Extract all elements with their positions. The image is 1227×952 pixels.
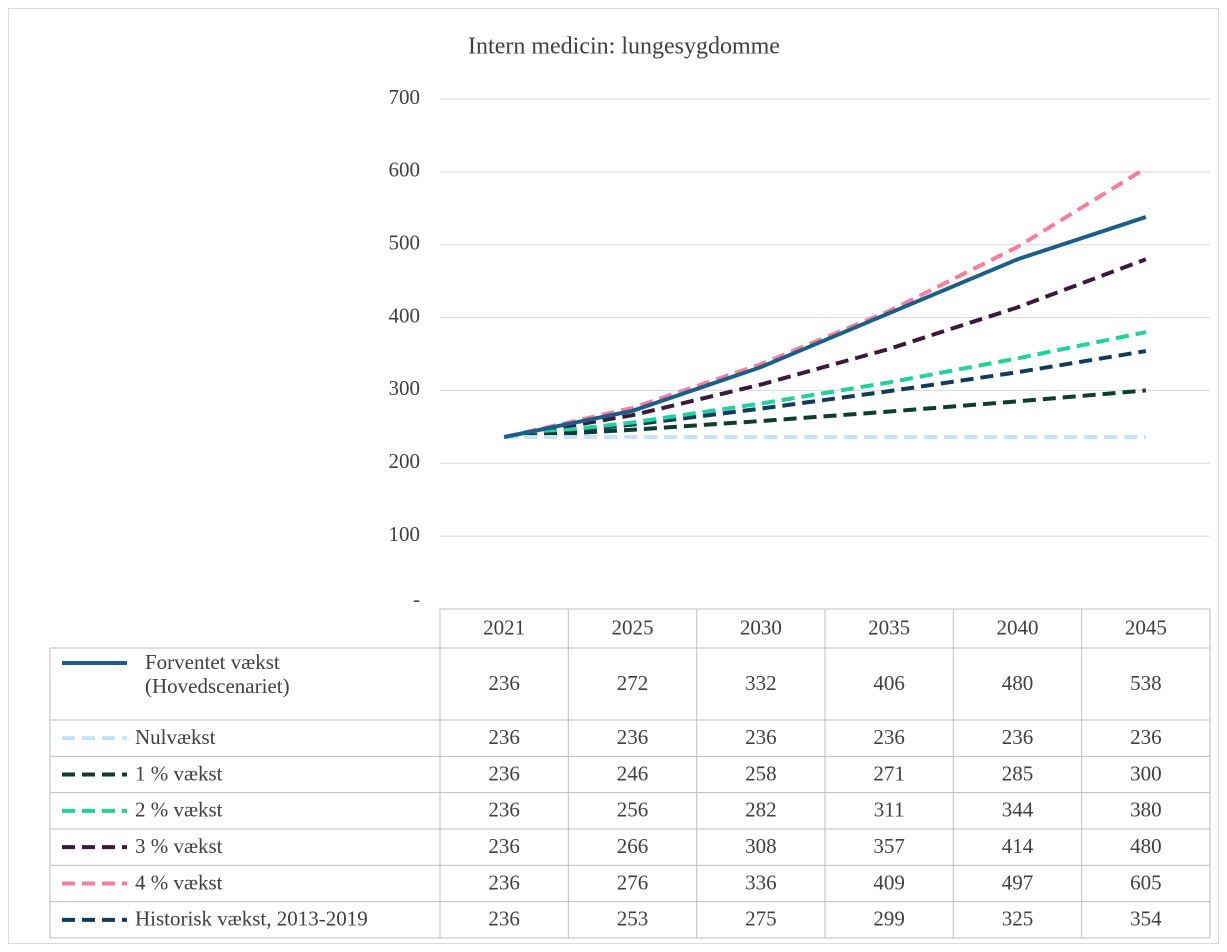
table-value: 409 bbox=[873, 870, 905, 894]
table-value: 325 bbox=[1002, 907, 1034, 931]
y-tick-label: 700 bbox=[389, 85, 421, 109]
table-value: 266 bbox=[617, 834, 649, 858]
table-value: 344 bbox=[1002, 798, 1034, 822]
legend-label: 4 % vækst bbox=[135, 870, 223, 894]
series-line bbox=[503, 166, 1147, 440]
x-tick-label: 2040 bbox=[997, 615, 1039, 639]
y-tick-label: 200 bbox=[389, 449, 421, 473]
legend-label: 3 % vækst bbox=[135, 834, 223, 858]
table-value: 236 bbox=[488, 834, 520, 858]
table-value: 538 bbox=[1130, 671, 1162, 695]
table-value: 236 bbox=[1130, 725, 1162, 749]
y-tick-label: 500 bbox=[389, 231, 421, 255]
table-value: 272 bbox=[617, 671, 649, 695]
table-value: 236 bbox=[488, 907, 520, 931]
table-value: 300 bbox=[1130, 761, 1162, 785]
series-line bbox=[503, 215, 1147, 440]
legend-label: Nulvækst bbox=[135, 725, 216, 749]
table-value: 246 bbox=[617, 761, 649, 785]
y-tick-label: 100 bbox=[389, 522, 421, 546]
table-value: 258 bbox=[745, 761, 777, 785]
x-tick-label: 2035 bbox=[868, 615, 910, 639]
table-value: 236 bbox=[1002, 725, 1034, 749]
table-value: 271 bbox=[873, 761, 905, 785]
table-value: 336 bbox=[745, 870, 777, 894]
table-value: 605 bbox=[1130, 870, 1162, 894]
table-value: 480 bbox=[1002, 671, 1034, 695]
y-tick-label: - bbox=[413, 587, 420, 611]
table-value: 236 bbox=[488, 671, 520, 695]
table-value: 236 bbox=[488, 870, 520, 894]
table-value: 380 bbox=[1130, 798, 1162, 822]
legend-label: 1 % vækst bbox=[135, 761, 223, 785]
table-value: 253 bbox=[617, 907, 649, 931]
legend-label-box: Forventet vækst (Hovedscenariet) bbox=[145, 650, 290, 698]
table-value: 282 bbox=[745, 798, 777, 822]
y-tick-label: 600 bbox=[389, 158, 421, 182]
legend-label: Forventet vækst (Hovedscenariet) bbox=[145, 650, 290, 698]
table-value: 236 bbox=[488, 761, 520, 785]
table-value: 354 bbox=[1130, 907, 1162, 931]
table-value: 308 bbox=[745, 834, 777, 858]
table-value: 236 bbox=[745, 725, 777, 749]
table-value: 311 bbox=[874, 798, 905, 822]
series-line bbox=[504, 388, 1147, 440]
table-value: 236 bbox=[488, 798, 520, 822]
table-value: 256 bbox=[617, 798, 649, 822]
table-value: 357 bbox=[873, 834, 905, 858]
x-tick-label: 2045 bbox=[1125, 615, 1167, 639]
table-value: 236 bbox=[873, 725, 905, 749]
table-value: 497 bbox=[1002, 870, 1034, 894]
x-tick-label: 2021 bbox=[483, 615, 525, 639]
table-value: 480 bbox=[1130, 834, 1162, 858]
legend-label: 2 % vækst bbox=[135, 798, 223, 822]
x-tick-label: 2030 bbox=[740, 615, 782, 639]
series-line bbox=[503, 257, 1147, 440]
table-value: 276 bbox=[617, 870, 649, 894]
legend-label: Historisk vækst, 2013-2019 bbox=[135, 907, 368, 931]
series-line bbox=[503, 330, 1147, 440]
table-value: 275 bbox=[745, 907, 777, 931]
x-tick-label: 2025 bbox=[612, 615, 654, 639]
table-value: 236 bbox=[488, 725, 520, 749]
table-value: 299 bbox=[873, 907, 905, 931]
y-tick-label: 300 bbox=[389, 376, 421, 400]
table-value: 236 bbox=[617, 725, 649, 749]
table-value: 285 bbox=[1002, 761, 1034, 785]
table-value: 414 bbox=[1002, 834, 1034, 858]
table-value: 332 bbox=[745, 671, 777, 695]
chart-border bbox=[8, 8, 1219, 944]
y-tick-label: 400 bbox=[389, 303, 421, 327]
table-value: 406 bbox=[873, 671, 905, 695]
chart-title: Intern medicin: lungesygdomme bbox=[468, 34, 780, 60]
